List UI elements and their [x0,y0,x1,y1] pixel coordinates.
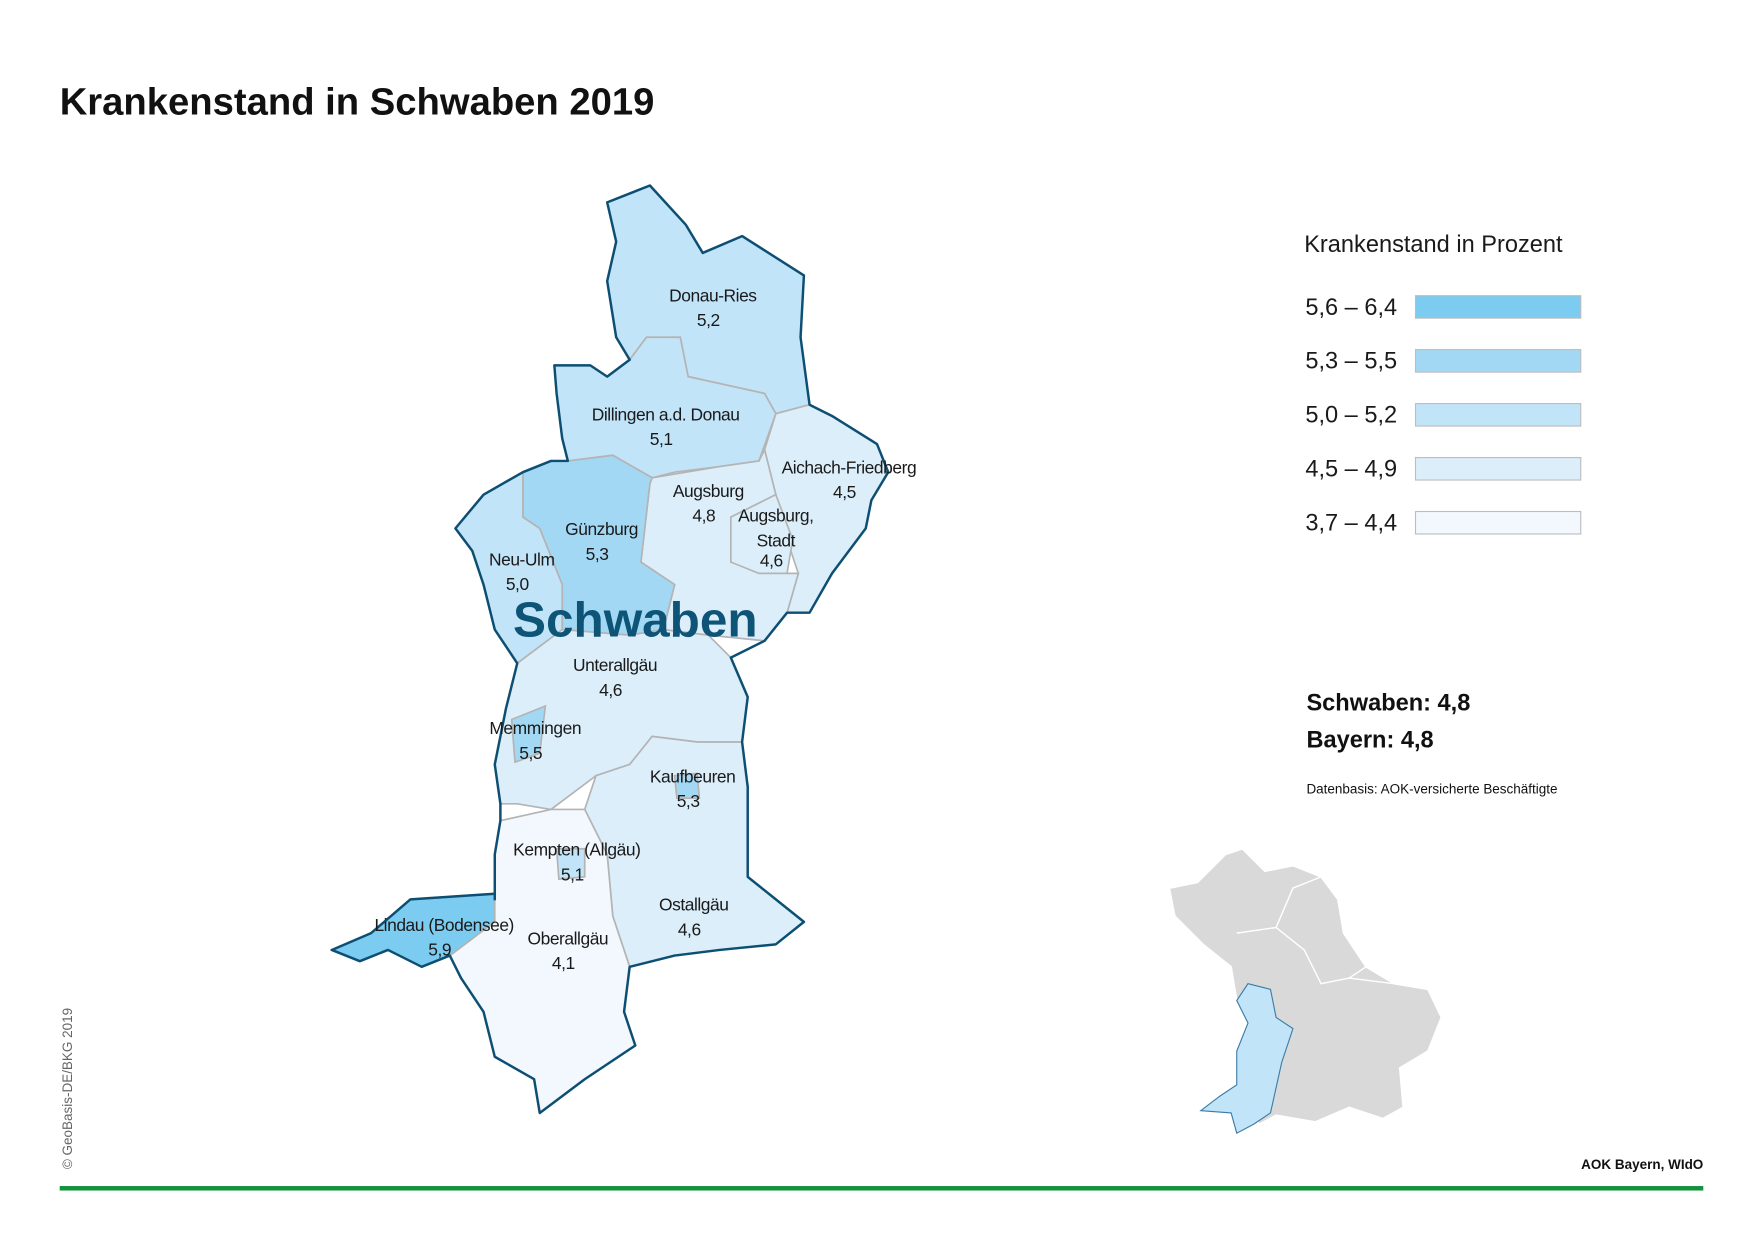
district-value: 5,9 [428,940,451,960]
district-name: Dillingen a.d. Donau [592,404,740,424]
source-note: Datenbasis: AOK-versicherte Beschäftigte [1306,782,1557,797]
district-kempten [555,847,586,881]
district-name: Lindau (Bodensee) [374,915,513,935]
footer-rule [59,1186,1704,1191]
district-name: Ostallgäu [659,895,729,915]
legend-label: 5,3 – 5,5 [1305,349,1397,375]
district-name: Günzburg [565,519,638,539]
title: Krankenstand in Schwaben 2019 [60,81,655,124]
district-memmingen [510,704,547,764]
legend-label: 4,5 – 4,9 [1305,457,1397,483]
district-value: 5,1 [561,864,584,884]
schwaben-map [329,184,890,1115]
district-value: 4,1 [552,953,575,973]
district-name: Memmingen [489,718,581,738]
district-value: 5,0 [506,574,529,594]
summary-schwaben: Schwaben: 4,8 [1306,690,1470,716]
district-name: Unterallgäu [573,655,657,675]
legend-label: 5,6 – 6,4 [1305,295,1397,321]
legend-swatch [1414,349,1582,373]
bavaria-borders [1348,966,1367,979]
district-name: Oberallgäu [528,928,609,948]
district-value: 4,6 [599,680,622,700]
legend-label: 5,0 – 5,2 [1305,403,1397,429]
district-value: 4,6 [678,919,701,939]
credit: AOK Bayern, WIdO [1581,1157,1703,1172]
district-value: 5,2 [697,310,720,330]
district-name: Stadt [757,530,796,550]
district-value: 4,5 [833,482,856,502]
legend-swatch [1414,510,1582,535]
district-kaufbeuren [673,772,701,800]
legend: 5,6 – 6,4 5,3 – 5,5 5,0 – 5,2 4,5 – 4,9 3,7 … [1305,295,1582,537]
bavaria-shape [1168,847,1443,1126]
district-labels: Donau-Ries 5,2 Dillingen a.d. Donau 5,1 Aich… [374,285,916,973]
bavaria-inset [1168,847,1443,1135]
legend-swatch [1414,456,1582,481]
legend-label: 3,7 – 4,4 [1305,511,1397,537]
district-value: 5,5 [519,743,542,763]
district-name: Kaufbeuren [650,766,736,786]
district-name: Kempten (Allgäu) [513,840,640,860]
summary-bayern: Bayern: 4,8 [1306,728,1433,754]
copyright: © GeoBasis-DE/BKG 2019 [60,1008,75,1169]
district-value: 4,6 [760,551,783,571]
district-name: Donau-Ries [669,285,757,305]
legend-swatch [1414,403,1582,427]
district-value: 5,3 [677,791,700,811]
district-name: Aichach-Friedberg [782,457,917,477]
bavaria-schwaben [1199,983,1294,1135]
legend-title: Krankenstand in Prozent [1304,232,1563,258]
district-name: Augsburg, [738,506,813,526]
district-augsburg-stadt [730,493,794,575]
district-value: 5,3 [586,544,609,564]
bavaria-borders [1236,926,1395,985]
district-value: 4,8 [692,506,715,526]
bavaria-borders [1275,876,1322,928]
district-name: Neu-Ulm [489,549,555,569]
district-name: Augsburg [673,481,744,501]
district-value: 5,1 [650,429,673,449]
region-outline [330,184,890,1115]
legend-swatch [1414,295,1582,319]
region-label: Schwaben [513,592,758,647]
